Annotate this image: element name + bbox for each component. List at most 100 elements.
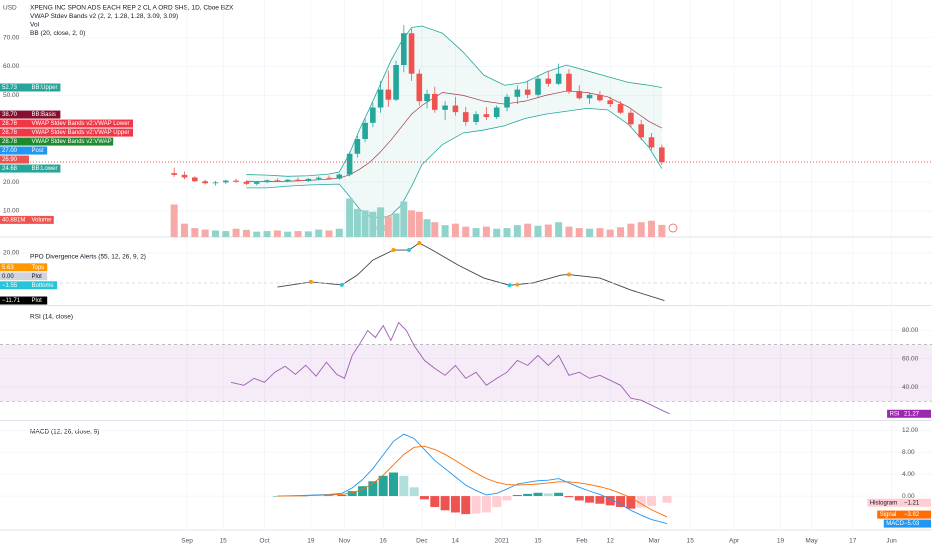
x-tick-label: 19: [307, 538, 315, 545]
y-tick-label: 20.00: [3, 250, 20, 257]
y-tick-label: 4.00: [902, 471, 915, 478]
value-box: [0, 281, 29, 290]
event-icon[interactable]: [668, 223, 678, 233]
histogram-bar: [585, 496, 595, 503]
name-label: BB:Upper: [32, 85, 58, 91]
volume-bar: [441, 225, 449, 237]
volume-bar: [575, 228, 583, 237]
x-tick-label: 15: [687, 538, 695, 545]
volume-bar: [482, 226, 490, 237]
histogram-bar: [272, 496, 282, 497]
histogram-bar: [481, 496, 491, 513]
y-tick-label: 60.00: [3, 63, 20, 70]
volume-bar: [242, 229, 250, 237]
volume-bar: [384, 216, 392, 237]
x-tick-label: 2021: [495, 538, 510, 545]
indicator-line: [277, 242, 665, 301]
x-tick-label: 19: [777, 538, 785, 545]
value-label: 24.68: [2, 166, 18, 172]
volume-bar: [346, 198, 354, 237]
name-label: BB:Lower: [32, 166, 58, 172]
candle-body: [222, 180, 229, 183]
value-label: −11.71: [2, 298, 21, 304]
histogram-bar: [324, 495, 334, 497]
volume-bar: [431, 222, 439, 237]
value-label: −3.82: [904, 512, 920, 518]
name-box: [29, 146, 48, 155]
x-tick-label: May: [805, 538, 818, 545]
value-label: −5.03: [904, 521, 920, 527]
value-label: 5.63: [2, 265, 14, 271]
x-tick-label: 15: [220, 538, 228, 545]
name-box: [29, 164, 61, 173]
volume-bar: [361, 210, 369, 237]
volume-bar: [423, 219, 431, 237]
volume-bar: [524, 223, 532, 237]
volume-bar: [648, 220, 656, 237]
candle-body: [370, 107, 376, 123]
volume-bar: [472, 228, 480, 237]
name-label: Post: [32, 148, 44, 154]
bb-basis: [246, 90, 663, 182]
candle-body: [628, 112, 634, 125]
volume-bar: [534, 225, 542, 237]
name-label: RSI: [890, 411, 900, 417]
value-label: 28.78: [2, 139, 18, 145]
candle-body: [212, 182, 219, 184]
indicator-title: VWAP Stdev Bands v2 (2, 2, 1.28, 1.28, 3…: [30, 13, 178, 20]
bottom-marker: [507, 283, 512, 288]
histogram-bar: [368, 481, 378, 497]
candle-body: [617, 104, 624, 113]
name-box: [883, 519, 902, 528]
name-label: MACD: [886, 521, 904, 527]
currency[interactable]: USD: [3, 5, 17, 12]
histogram-bar: [409, 487, 419, 497]
candle-body: [483, 114, 490, 118]
histogram-bar: [512, 494, 522, 497]
candle-body: [607, 100, 614, 105]
symbol-title: XPENG INC SPON ADS EACH REP 2 CL A ORD S…: [30, 5, 234, 12]
candle-body: [452, 105, 459, 113]
candle-body: [385, 89, 392, 100]
histogram-bar: [399, 475, 409, 497]
histogram-bar: [543, 493, 553, 497]
volume-bar: [555, 222, 563, 237]
volume-bar: [503, 228, 511, 237]
histogram-bar: [616, 496, 626, 508]
pane-title: PPO Divergence Alerts (55, 12, 26, 9, 2): [30, 254, 146, 261]
candle-body: [424, 93, 430, 102]
histogram-bar: [662, 496, 672, 503]
volume-bar: [335, 228, 343, 237]
candle-body: [315, 177, 322, 179]
volume-bar: [658, 224, 666, 237]
histogram-bar: [533, 492, 543, 497]
histogram-bar: [337, 494, 347, 497]
volume-bar: [377, 207, 385, 237]
volume-bar: [180, 223, 188, 237]
candle-body: [535, 78, 541, 95]
y-tick-label: 20.00: [3, 179, 20, 186]
name-box: [29, 119, 133, 128]
candle-body: [295, 179, 301, 181]
name-label: Signal: [880, 512, 897, 518]
histogram-bar: [605, 496, 615, 506]
name-box: [887, 409, 902, 418]
histogram-bar: [450, 496, 460, 513]
rsi-band: [0, 344, 932, 402]
histogram-bar: [564, 496, 574, 498]
histogram-bar: [626, 496, 636, 509]
histogram-bar: [523, 493, 533, 497]
value-box: [0, 137, 29, 146]
volume-bar: [565, 226, 573, 237]
candle-body: [233, 180, 239, 182]
volume-bar: [617, 227, 625, 237]
volume-bar: [544, 224, 552, 237]
candle-body: [524, 89, 531, 95]
y-tick-label: 40.00: [902, 384, 919, 391]
candle-body: [597, 94, 603, 101]
candle-body: [576, 91, 583, 99]
candle-body: [362, 122, 368, 140]
value-box: [0, 146, 29, 155]
volume-bar: [408, 210, 416, 237]
histogram-bar: [347, 491, 357, 497]
